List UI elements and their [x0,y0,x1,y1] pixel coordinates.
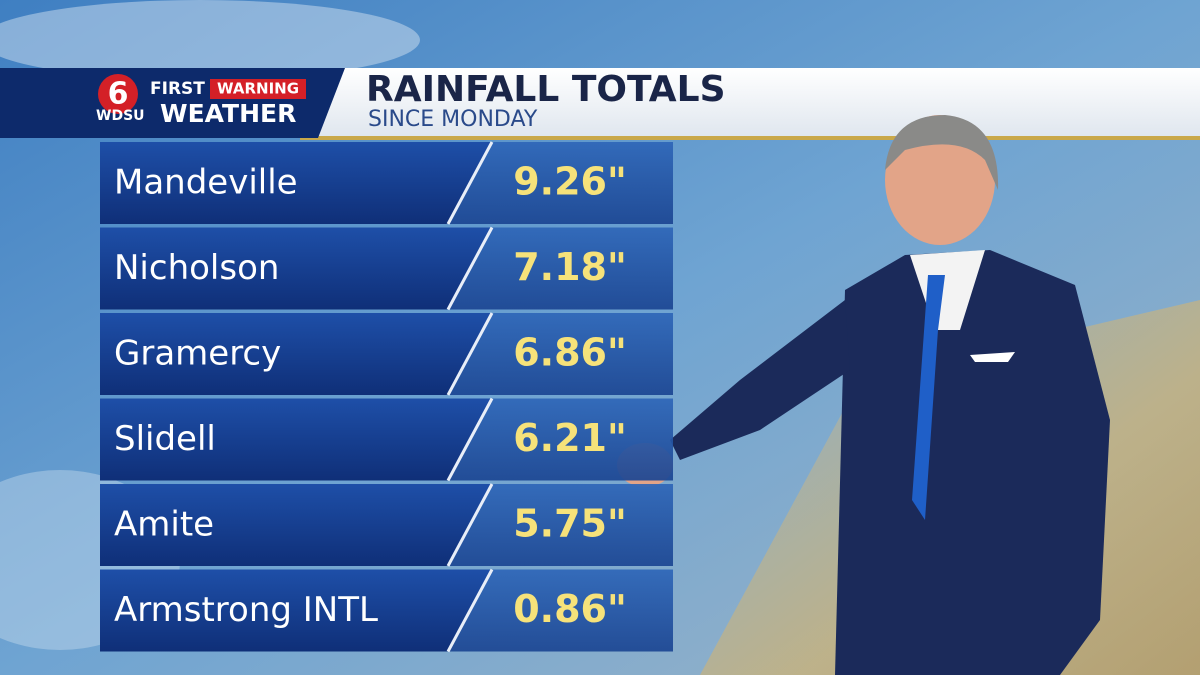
row-right [448,398,673,481]
logo-warning-box [210,79,306,99]
cloud [0,0,420,80]
row-right [448,227,673,310]
header-subtitle: SINCE MONDAY [368,107,538,132]
logo-first: FIRST [150,79,205,99]
row-divider [446,568,494,653]
logo-station: WDSU [96,108,145,124]
location-name: Gramercy [114,334,281,374]
location-name: Armstrong INTL [114,590,378,630]
rainfall-table: Mandeville 9.26" Nicholson 7.18" Gramercy 6.8… [100,141,673,653]
row-left [100,569,492,652]
row-right [448,313,673,395]
rainfall-value: 6.21" [513,416,627,460]
row-left [100,227,492,310]
logo-weather: WEATHER [160,99,296,128]
row-left [100,484,492,566]
row-divider [446,141,494,225]
rainfall-value: 5.75" [513,502,627,546]
header-bar [300,68,1200,138]
header-title: RAINFALL TOTALS [366,69,726,110]
row-right [448,569,673,652]
row-divider [446,226,494,311]
row-left [100,313,492,395]
row-left [100,142,492,224]
rainfall-value: 9.26" [513,160,627,204]
row-left [100,398,492,481]
location-name: Nicholson [114,248,279,288]
row-right [448,142,673,224]
logo-circle [98,74,138,114]
row-divider [446,312,494,396]
header-rule [300,136,1200,140]
rainfall-value: 0.86" [513,587,627,631]
rainfall-value: 7.18" [513,245,627,289]
row-right [448,484,673,566]
row-divider [446,483,494,567]
logo-number: 6 [108,77,129,112]
rainfall-value: 6.86" [513,331,627,375]
location-name: Amite [114,505,214,545]
location-name: Slidell [114,419,216,459]
row-divider [446,397,494,482]
location-name: Mandeville [114,163,298,203]
logo-warning: WARNING [217,80,299,98]
